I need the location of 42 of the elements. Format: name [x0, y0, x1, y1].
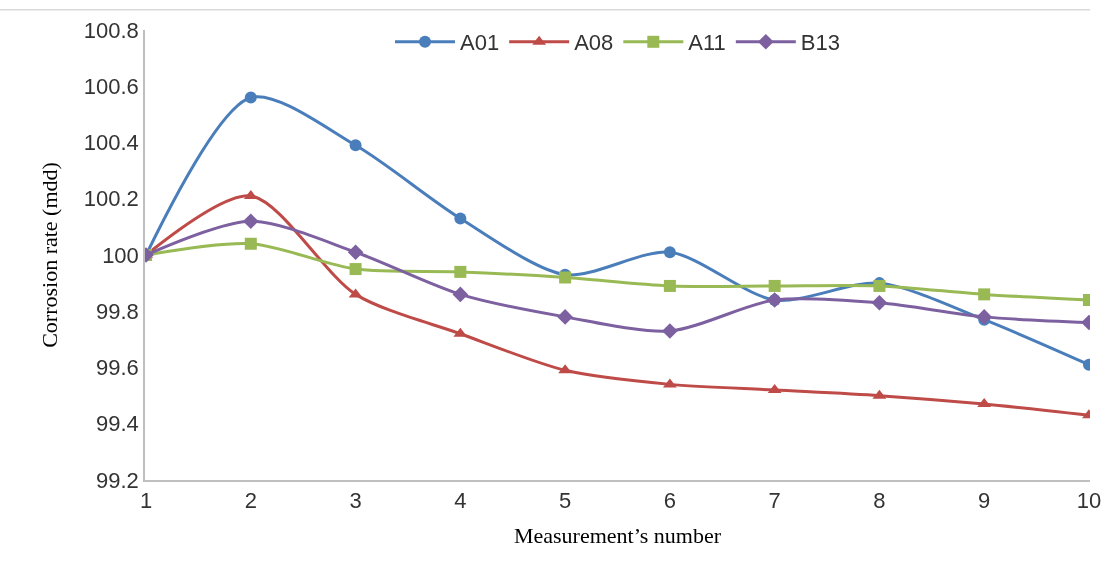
point — [663, 279, 676, 292]
y-tick-label: 99.2 — [96, 467, 139, 493]
legend-label: A01 — [460, 30, 500, 56]
x-tick-label: 5 — [558, 488, 572, 514]
point — [244, 91, 257, 104]
y-tick-label: 99.4 — [96, 411, 139, 437]
point — [978, 288, 991, 301]
y-tick-label: 100.2 — [83, 186, 139, 212]
point — [452, 286, 469, 303]
x-tick-label: 6 — [663, 488, 677, 514]
x-tick-label: 3 — [349, 488, 362, 514]
legend-label: A11 — [688, 30, 726, 56]
y-tick-label: 100.8 — [83, 17, 139, 43]
point — [349, 263, 362, 276]
point — [768, 279, 781, 292]
point — [557, 309, 573, 325]
y-axis-title: Corrosion rate (mdd) — [37, 162, 63, 348]
x-tick-label: 9 — [978, 488, 991, 514]
y-tick-label: 100 — [102, 242, 139, 268]
point — [349, 139, 362, 152]
x-tick-label: 7 — [768, 488, 781, 514]
point — [976, 309, 992, 325]
point — [454, 212, 467, 225]
x-tick-label: 1 — [139, 488, 153, 514]
point — [347, 244, 364, 260]
x-tick-label: 2 — [244, 488, 257, 514]
x-tick-label: 10 — [1076, 488, 1102, 514]
point — [454, 265, 467, 278]
point — [244, 237, 257, 250]
point — [663, 246, 676, 259]
point — [871, 295, 888, 311]
x-axis-title: Measurement’s number — [513, 522, 722, 548]
x-tick-label: 4 — [454, 488, 467, 514]
legend-label: A08 — [574, 30, 614, 56]
y-tick-label: 100.4 — [83, 130, 139, 156]
y-tick-label: 99.8 — [96, 298, 139, 324]
legend-label: B13 — [800, 30, 840, 56]
y-tick-label: 100.6 — [83, 73, 139, 99]
y-tick-label: 99.6 — [96, 355, 139, 381]
point — [662, 323, 678, 339]
x-tick-label: 8 — [873, 488, 886, 514]
point — [243, 213, 259, 230]
